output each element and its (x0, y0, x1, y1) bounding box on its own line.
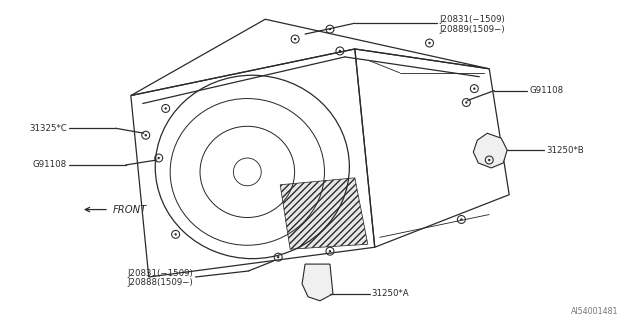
Text: FRONT: FRONT (113, 204, 147, 215)
Text: J20831(−1509): J20831(−1509) (440, 15, 505, 24)
Text: 31250*A: 31250*A (372, 289, 410, 298)
Text: 31250*B: 31250*B (546, 146, 584, 155)
Circle shape (473, 87, 476, 90)
Circle shape (329, 28, 331, 30)
Circle shape (164, 107, 167, 110)
Circle shape (488, 159, 490, 161)
Polygon shape (474, 133, 507, 168)
Circle shape (157, 157, 160, 159)
Text: J20831(−1509): J20831(−1509) (128, 268, 193, 277)
Text: J20889(1509−): J20889(1509−) (440, 25, 505, 34)
Circle shape (465, 101, 468, 104)
Text: AI54001481: AI54001481 (571, 307, 619, 316)
Polygon shape (302, 264, 333, 301)
Circle shape (294, 38, 296, 40)
Text: J20888(1509−): J20888(1509−) (128, 278, 193, 287)
Circle shape (428, 42, 431, 44)
Text: G91108: G91108 (529, 86, 563, 95)
Circle shape (175, 233, 177, 236)
Circle shape (277, 256, 280, 258)
Circle shape (339, 50, 341, 52)
Text: 31325*C: 31325*C (29, 124, 67, 133)
Circle shape (329, 250, 331, 252)
Circle shape (145, 134, 147, 136)
Polygon shape (280, 178, 368, 249)
Text: G91108: G91108 (33, 160, 67, 170)
Circle shape (460, 218, 463, 221)
